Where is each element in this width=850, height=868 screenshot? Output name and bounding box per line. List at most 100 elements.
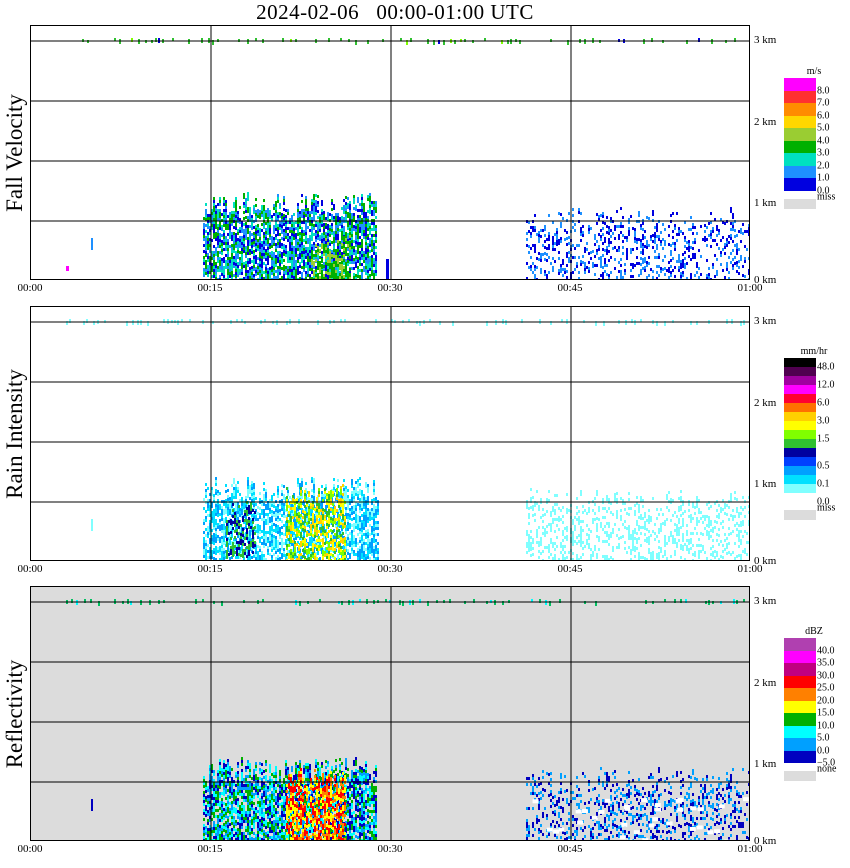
echo-cell — [582, 529, 584, 532]
echo-cell — [668, 276, 670, 279]
echo-cell — [546, 253, 548, 256]
echo-cell — [242, 528, 244, 531]
echo-cell — [331, 250, 333, 253]
echo-cell — [233, 202, 235, 205]
echo-cell — [353, 261, 355, 264]
echo-cell — [235, 272, 237, 275]
echo-cell — [279, 239, 281, 242]
echo-cell — [317, 264, 319, 267]
echo-cell — [311, 510, 313, 513]
echo-cell — [302, 510, 304, 513]
echo-cell — [304, 541, 306, 544]
echo-cell — [664, 240, 666, 243]
echo-cell — [244, 510, 246, 513]
echo-cell — [265, 264, 267, 267]
echo-cell — [281, 505, 283, 508]
echo-cell — [542, 244, 544, 247]
echo-cell — [712, 266, 714, 269]
echo-cell — [203, 549, 205, 552]
echo-cell — [590, 554, 592, 557]
echo-cell — [211, 553, 213, 556]
echo-cell — [359, 558, 361, 560]
echo-cell — [271, 549, 273, 552]
echo-cell — [371, 237, 373, 240]
echo-cell — [298, 530, 300, 533]
echo-cell — [656, 271, 658, 274]
echo-cell — [582, 511, 584, 514]
echo-cell — [339, 271, 341, 274]
echo-cell — [452, 321, 454, 326]
echo-cell — [281, 261, 283, 264]
echo-cell — [251, 499, 253, 502]
echo-cell — [367, 246, 369, 249]
echo-cell — [91, 238, 93, 250]
echo-cell — [317, 252, 319, 255]
echo-cell — [265, 276, 267, 279]
echo-cell — [552, 221, 554, 224]
echo-cell — [336, 530, 338, 533]
echo-cell — [618, 279, 620, 280]
echo-cell — [246, 510, 248, 513]
echo-cell — [286, 496, 288, 499]
echo-cell — [277, 266, 279, 269]
echo-cell — [293, 264, 295, 267]
echo-cell — [574, 247, 576, 250]
echo-cell — [534, 214, 536, 217]
echo-cell — [558, 272, 560, 275]
echo-cell — [213, 512, 215, 515]
x-tick-label: 00:30 — [377, 282, 403, 294]
echo-cell — [351, 548, 353, 551]
echo-cell — [310, 530, 312, 533]
echo-cell — [528, 540, 530, 543]
echo-cell — [66, 321, 68, 325]
echo-cell — [341, 273, 343, 276]
echo-cell — [345, 214, 347, 217]
echo-cell — [297, 541, 299, 544]
echo-cell — [526, 530, 528, 533]
echo-cell — [305, 238, 307, 241]
echo-cell — [353, 273, 355, 276]
echo-cell — [237, 217, 239, 220]
echo-cell — [287, 251, 289, 254]
echo-cell — [257, 557, 259, 560]
echo-cell — [337, 270, 339, 273]
echo-cell — [696, 321, 698, 325]
echo-cell — [744, 257, 746, 260]
echo-cell — [678, 260, 680, 263]
echo-cell — [293, 225, 295, 228]
echo-cell — [351, 267, 353, 270]
echo-cell — [580, 230, 582, 233]
echo-cell — [293, 237, 295, 240]
echo-cell — [588, 270, 590, 273]
echo-cell — [373, 504, 375, 507]
echo-cell — [263, 217, 265, 220]
echo-cell — [650, 268, 652, 271]
echo-cell — [330, 496, 332, 499]
echo-cell — [321, 209, 323, 212]
echo-cell — [528, 266, 530, 269]
echo-cell — [342, 541, 344, 544]
echo-cell — [328, 524, 330, 527]
echo-cell — [281, 541, 283, 544]
echo-cell — [283, 503, 285, 506]
echo-cell — [217, 209, 219, 212]
echo-cell — [265, 540, 267, 543]
panel-label-text: Rain Intensity — [2, 368, 27, 499]
echo-cell — [304, 493, 306, 496]
echo-cell — [363, 218, 365, 221]
echo-cell — [556, 234, 558, 237]
echo-cell — [337, 252, 339, 255]
echo-cell — [203, 555, 205, 558]
echo-cell — [251, 218, 253, 221]
echo-cell — [343, 208, 345, 211]
echo-cell — [205, 263, 207, 266]
echo-cell — [253, 256, 255, 259]
chart-title: 2024-02-06 00:00-01:00 UTC — [256, 0, 534, 24]
echo-cell — [227, 233, 229, 236]
echo-cell — [337, 279, 339, 280]
echo-cell — [532, 541, 534, 544]
echo-cell — [596, 252, 598, 255]
echo-cell — [215, 480, 217, 483]
echo-cell — [233, 250, 235, 253]
echo-cell — [338, 529, 340, 532]
